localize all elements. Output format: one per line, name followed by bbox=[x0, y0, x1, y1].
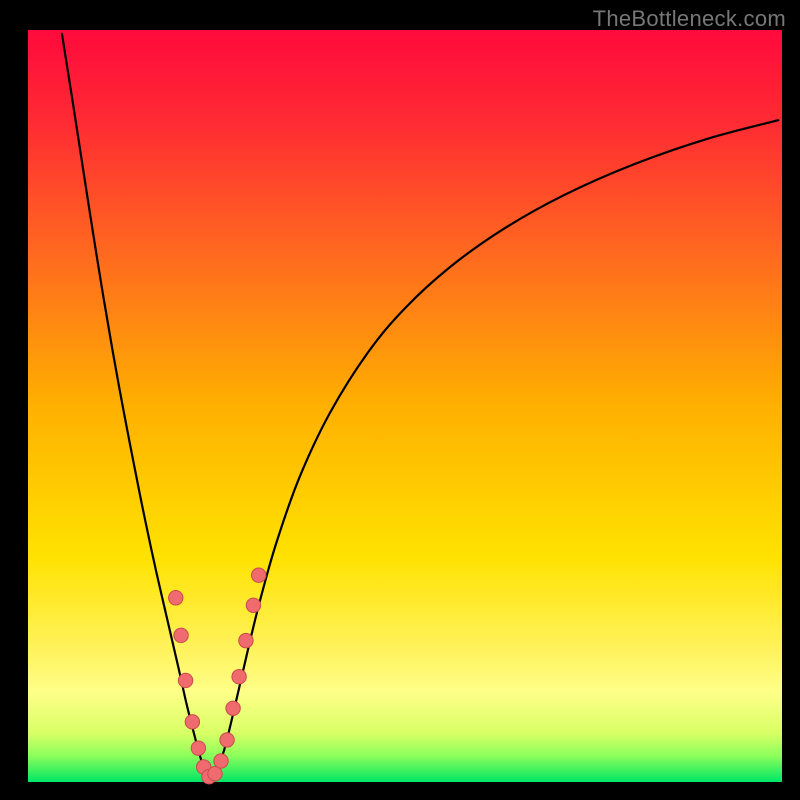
marker-point bbox=[246, 598, 260, 612]
marker-point bbox=[208, 767, 222, 781]
marker-point bbox=[252, 568, 266, 582]
marker-point bbox=[169, 591, 183, 605]
marker-point bbox=[214, 754, 228, 768]
marker-point bbox=[174, 628, 188, 642]
marker-point bbox=[239, 633, 253, 647]
marker-point bbox=[220, 733, 234, 747]
marker-point bbox=[191, 741, 205, 755]
marker-point bbox=[226, 701, 240, 715]
chart-svg bbox=[0, 0, 800, 800]
marker-point bbox=[232, 670, 246, 684]
marker-point bbox=[185, 715, 199, 729]
plot-background bbox=[28, 30, 782, 782]
marker-point bbox=[178, 673, 192, 687]
bottleneck-chart: TheBottleneck.com bbox=[0, 0, 800, 800]
